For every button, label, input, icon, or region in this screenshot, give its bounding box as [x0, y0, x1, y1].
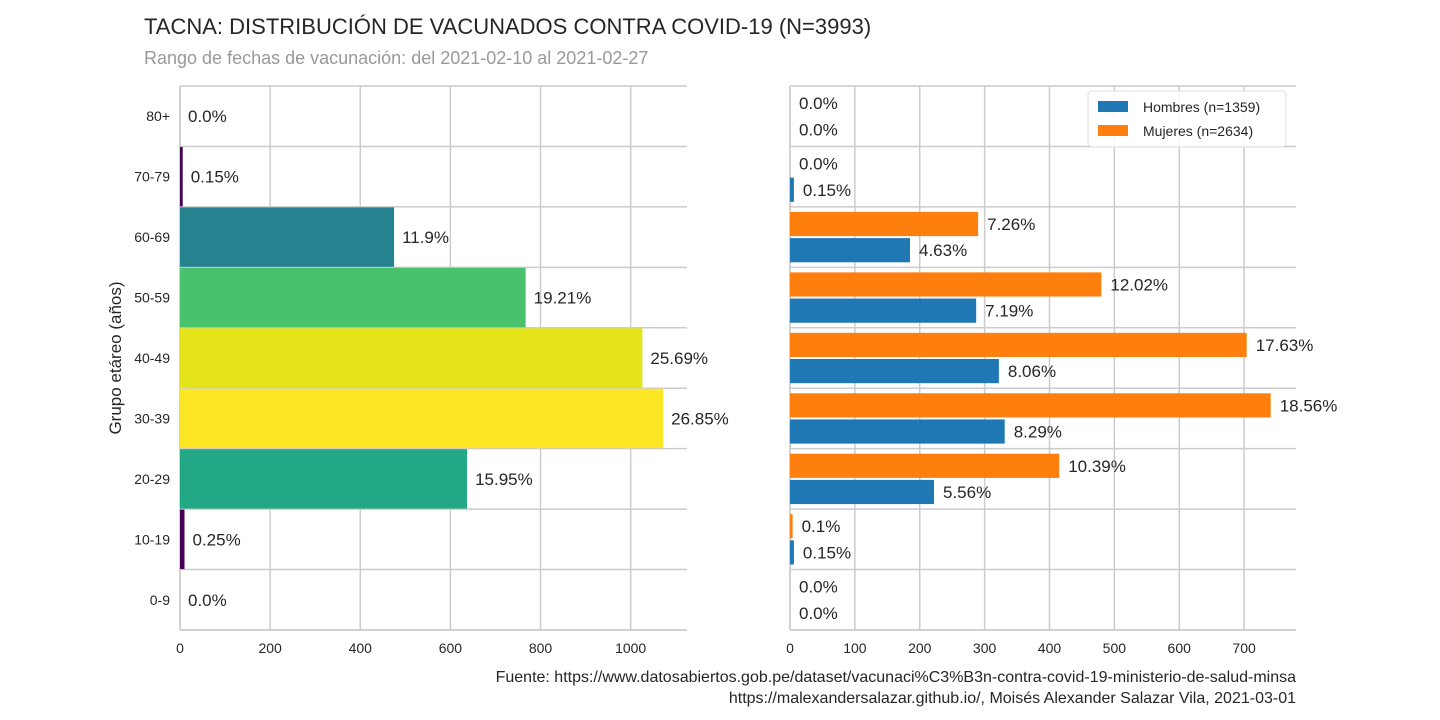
bar	[180, 207, 395, 267]
y-tick-label: 10-19	[134, 531, 170, 547]
data-label: 15.95%	[475, 470, 533, 489]
data-label: 17.63%	[1256, 336, 1314, 355]
bar	[180, 267, 526, 328]
legend-swatch	[1098, 125, 1128, 136]
bar	[180, 328, 643, 388]
bar-mujeres	[790, 332, 1247, 357]
data-label: 0.25%	[193, 530, 241, 549]
data-label: 0.15%	[803, 181, 851, 200]
x-tick-label: 400	[1038, 640, 1062, 656]
bar-mujeres	[790, 514, 793, 539]
data-label: 19.21%	[534, 289, 592, 308]
data-label: 8.06%	[1008, 362, 1056, 381]
data-label: 26.85%	[671, 409, 729, 428]
y-tick-label: 70-79	[134, 169, 170, 185]
bar-hombres	[790, 238, 911, 263]
data-label: 8.29%	[1014, 423, 1062, 442]
bar	[180, 146, 183, 207]
x-tick-label: 300	[973, 640, 997, 656]
data-label: 0.0%	[799, 94, 838, 113]
chart-subtitle: Rango de fechas de vacunación: del 2021-…	[144, 48, 649, 68]
y-tick-label: 0-9	[150, 592, 170, 608]
bar	[180, 388, 664, 449]
y-tick-label: 60-69	[134, 229, 170, 245]
data-label: 0.0%	[799, 604, 838, 623]
x-tick-label: 200	[258, 640, 282, 656]
legend-swatch	[1098, 101, 1128, 112]
credit-note: https://malexandersalazar.github.io/, Mo…	[728, 690, 1296, 707]
bar-hombres	[790, 419, 1005, 444]
data-label: 0.0%	[799, 155, 838, 174]
x-tick-label: 800	[529, 640, 553, 656]
data-label: 0.15%	[191, 168, 239, 187]
x-tick-label: 0	[176, 640, 184, 656]
data-label: 0.0%	[799, 120, 838, 139]
y-tick-label: 30-39	[134, 410, 170, 426]
y-tick-label: 80+	[146, 108, 170, 124]
x-tick-label: 400	[349, 640, 373, 656]
data-label: 7.19%	[985, 302, 1033, 321]
x-tick-label: 600	[439, 640, 463, 656]
bar-hombres	[790, 479, 935, 505]
data-label: 5.56%	[943, 483, 991, 502]
data-label: 7.26%	[987, 215, 1035, 234]
data-label: 25.69%	[650, 349, 708, 368]
bar-mujeres	[790, 393, 1271, 418]
legend-label: Hombres (n=1359)	[1143, 99, 1260, 115]
data-label: 12.02%	[1110, 275, 1168, 294]
bar-hombres	[790, 298, 977, 323]
data-label: 0.1%	[802, 517, 841, 536]
y-tick-label: 40-49	[134, 350, 170, 366]
data-label: 10.39%	[1068, 457, 1126, 476]
data-label: 0.0%	[799, 578, 838, 597]
x-tick-label: 700	[1232, 640, 1256, 656]
data-label: 0.15%	[803, 543, 851, 562]
x-tick-label: 500	[1103, 640, 1127, 656]
data-label: 18.56%	[1280, 396, 1338, 415]
bar	[180, 449, 468, 509]
bar-hombres	[790, 177, 794, 202]
data-label: 11.9%	[402, 228, 449, 247]
y-tick-label: 20-29	[134, 471, 170, 487]
chart-title: TACNA: DISTRIBUCIÓN DE VACUNADOS CONTRA …	[144, 14, 872, 39]
y-tick-label: 50-59	[134, 290, 170, 306]
bar-mujeres	[790, 272, 1102, 297]
legend-label: Mujeres (n=2634)	[1143, 123, 1253, 139]
x-tick-label: 0	[786, 640, 794, 656]
x-tick-label: 1000	[615, 640, 646, 656]
y-axis-label: Grupo etáreo (años)	[106, 281, 125, 434]
legend-box	[1087, 90, 1287, 148]
data-label: 4.63%	[919, 241, 967, 260]
source-note: Fuente: https://www.datosabiertos.gob.pe…	[495, 669, 1296, 686]
x-tick-label: 600	[1168, 640, 1192, 656]
bar	[180, 509, 185, 570]
data-label: 0.0%	[188, 107, 227, 126]
bar-hombres	[790, 540, 794, 565]
data-label: 0.0%	[188, 591, 227, 610]
bar-mujeres	[790, 453, 1060, 478]
x-tick-label: 100	[843, 640, 867, 656]
bar-mujeres	[790, 211, 979, 237]
x-tick-label: 200	[908, 640, 932, 656]
bar-hombres	[790, 359, 999, 384]
